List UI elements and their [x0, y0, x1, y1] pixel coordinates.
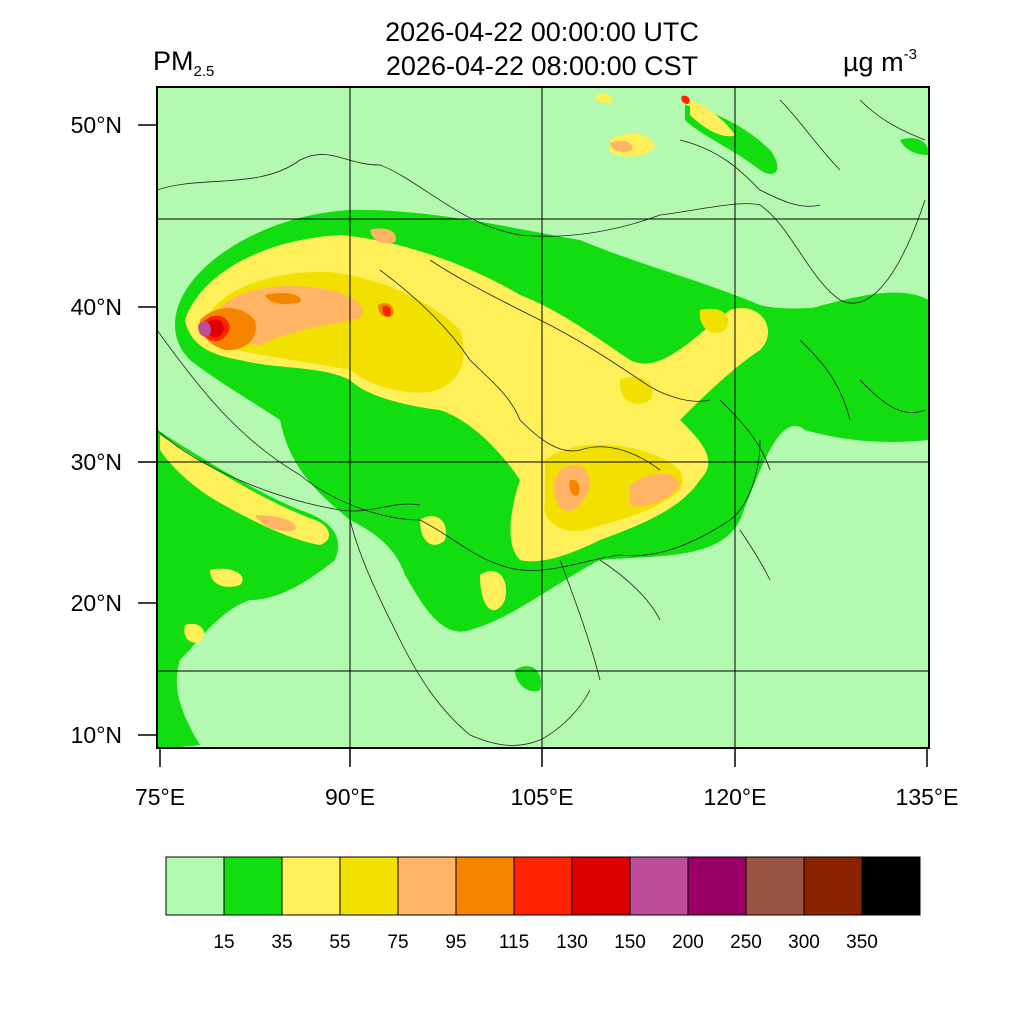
colorbar	[165, 856, 921, 916]
lon-label-135e: 135°E	[895, 784, 959, 810]
colorbar-box	[281, 856, 341, 916]
colorbar-level-label: 15	[213, 932, 235, 953]
colorbar-level-label: 115	[498, 932, 530, 953]
colorbar-box	[745, 856, 805, 916]
variable-subscript: 2.5	[193, 63, 215, 80]
colorbar-level-label: 55	[329, 932, 351, 953]
lat-label-40n: 40°N	[70, 294, 122, 320]
colorbar-box	[803, 856, 863, 916]
colorbar-box	[629, 856, 689, 916]
graticule	[157, 87, 929, 748]
colorbar-box	[455, 856, 515, 916]
colorbar-box	[339, 856, 399, 916]
colorbar-level-label: 200	[672, 932, 704, 953]
lon-label-90e: 90°E	[324, 784, 376, 810]
colorbar-level-label: 300	[788, 932, 820, 953]
colorbar-box	[861, 856, 921, 916]
lon-label-120e: 120°E	[703, 784, 767, 810]
lon-label-105e: 105°E	[510, 784, 574, 810]
pm25-band-130-150	[208, 319, 224, 338]
pm25-band-150-200	[198, 321, 212, 337]
lat-label-20n: 20°N	[70, 590, 122, 616]
colorbar-box	[397, 856, 457, 916]
colorbar-level-label: 35	[271, 932, 293, 953]
variable-label: PM2.5	[153, 46, 214, 80]
map-plot-area	[157, 87, 929, 748]
units-label: µg m-3	[843, 46, 917, 78]
colorbar-box	[687, 856, 747, 916]
lat-label-50n: 50°N	[70, 112, 122, 138]
colorbar-level-label: 250	[730, 932, 762, 953]
variable-name: PM	[153, 46, 194, 76]
colorbar-box	[165, 856, 225, 916]
lon-label-75e: 75°E	[134, 784, 186, 810]
colorbar-level-label: 130	[556, 932, 588, 953]
title-local-time: 2026-04-22 08:00:00 CST	[385, 51, 699, 81]
axis-ticks	[138, 124, 928, 767]
colorbar-box	[571, 856, 631, 916]
map-frame	[156, 86, 930, 749]
units-superscript: -3	[903, 46, 917, 63]
colorbar-level-label: 75	[387, 932, 409, 953]
colorbar-level-label: 95	[445, 932, 467, 953]
colorbar-box	[223, 856, 283, 916]
units-text: µg m	[843, 47, 904, 77]
colorbar-level-label: 150	[614, 932, 646, 953]
lat-label-10n: 10°N	[70, 722, 122, 748]
colorbar-level-label: 350	[846, 932, 878, 953]
colorbar-box	[513, 856, 573, 916]
title-utc: 2026-04-22 00:00:00 UTC	[385, 17, 699, 47]
boundary-lines	[157, 99, 926, 746]
lat-label-30n: 30°N	[70, 449, 122, 475]
